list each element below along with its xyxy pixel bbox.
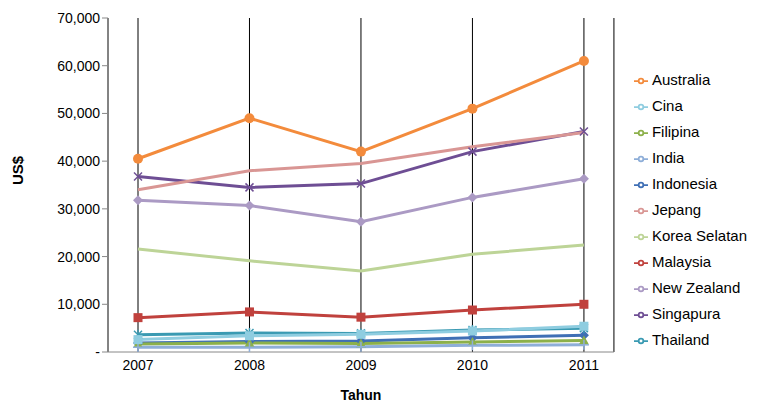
svg-text:60,000: 60,000 xyxy=(57,58,100,74)
svg-text:US$: US$ xyxy=(9,155,26,185)
svg-text:70,000: 70,000 xyxy=(57,10,100,26)
svg-text:2008: 2008 xyxy=(234,357,265,373)
html-text:New Zealand: New Zealand xyxy=(651,279,741,296)
svg-text:2009: 2009 xyxy=(345,357,376,373)
svg-text:40,000: 40,000 xyxy=(57,153,100,169)
html-text:Australia: Australia xyxy=(651,71,711,88)
svg-text:30,000: 30,000 xyxy=(57,201,100,217)
svg-text:50,000: 50,000 xyxy=(57,105,100,121)
html-text:Korea Selatan: Korea Selatan xyxy=(651,227,747,244)
svg-text:2011: 2011 xyxy=(569,357,599,373)
html-text:Cina: Cina xyxy=(651,97,683,114)
svg-text:2010: 2010 xyxy=(457,357,488,373)
html-text:Filipina: Filipina xyxy=(651,123,700,140)
svg-text:Tahun: Tahun xyxy=(340,387,381,403)
html-text:Indonesia: Indonesia xyxy=(651,175,717,192)
svg-text:2007: 2007 xyxy=(122,357,153,373)
html-text:Thailand: Thailand xyxy=(651,331,710,348)
svg-text:-: - xyxy=(95,344,100,360)
html-text:India: India xyxy=(651,149,685,166)
html-text:Singapura: Singapura xyxy=(651,305,721,322)
html-text:Jepang: Jepang xyxy=(651,201,702,218)
html-text:Malaysia: Malaysia xyxy=(651,253,712,270)
svg-text:20,000: 20,000 xyxy=(57,249,100,265)
svg-text:10,000: 10,000 xyxy=(57,296,100,312)
